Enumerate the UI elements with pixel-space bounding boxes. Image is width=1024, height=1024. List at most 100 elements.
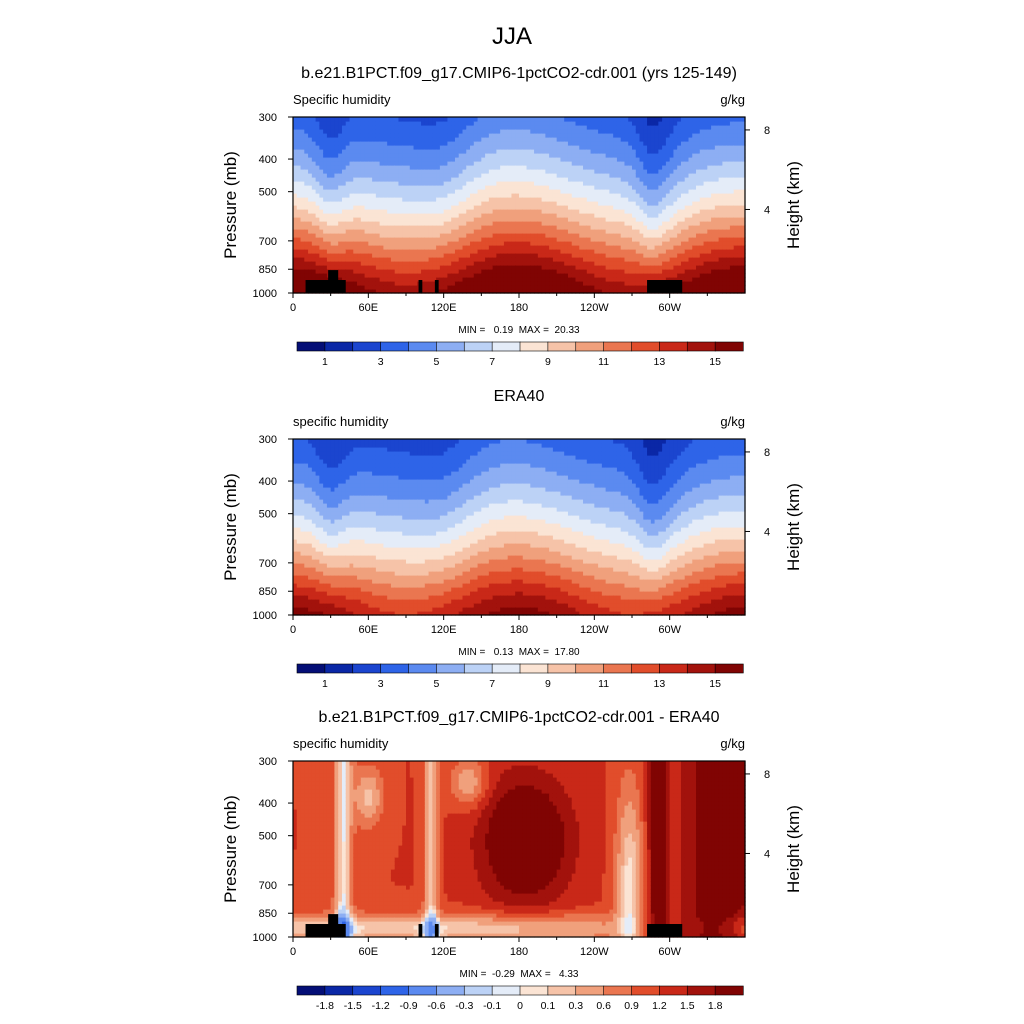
contour-cell [613,237,618,242]
contour-cell [534,201,539,206]
contour-cell [323,261,328,266]
contour-cell [647,153,652,158]
contour-cell [330,129,336,134]
contour-cell [428,137,433,142]
contour-cell [357,217,362,222]
contour-cell [564,289,569,294]
contour-cell [451,265,456,270]
contour-cell [526,209,531,214]
contour-cell [526,169,531,174]
contour-cell [323,153,328,158]
contour-cell [673,241,678,246]
contour-cell [658,225,663,230]
contour-cell [639,221,644,226]
contour-cell [507,165,513,170]
contour-cell [530,177,535,182]
contour-cell [639,177,644,182]
contour-cell [383,117,388,122]
contour-cell [402,129,407,134]
contour-cell [375,217,381,222]
contour-cell [541,269,546,274]
contour-cell [522,205,528,210]
contour-cell [624,269,629,274]
contour-cell [511,145,516,150]
contour-cell [703,117,708,122]
contour-cell [556,217,562,222]
contour-cell [308,161,313,166]
contour-cell [402,117,407,122]
contour-cell [488,177,494,182]
contour-cell [372,285,377,290]
contour-cell [714,285,720,290]
contour-cell [357,257,362,262]
contour-cell [315,265,320,270]
contour-cell [315,277,320,282]
contour-cell [458,133,464,138]
contour-cell [692,237,697,242]
contour-cell [647,205,652,210]
contour-cell [552,241,558,246]
contour-cell [537,285,543,290]
contour-cell [579,197,584,202]
contour-cell [421,117,426,122]
contour-cell [507,229,513,234]
contour-cell [613,197,618,202]
contour-cell [326,185,332,190]
contour-cell [650,149,656,154]
contour-cell [334,225,339,230]
contour-cell [503,221,509,226]
contour-cell [323,125,328,130]
contour-cell [503,129,509,134]
contour-cell [590,205,595,210]
contour-cell [624,125,629,130]
contour-cell [688,241,693,246]
contour-cell [406,117,411,122]
contour-cell [628,169,633,174]
contour-cell [375,129,381,134]
contour-cell [368,285,373,290]
contour-cell [594,157,599,162]
contour-cell [424,205,430,210]
contour-cell [530,217,535,222]
contour-cell [451,161,456,166]
contour-cell [567,277,573,282]
contour-cell [477,129,482,134]
contour-cell [409,225,415,230]
contour-cell [409,229,415,234]
contour-cell [462,137,467,142]
contour-cell [492,261,497,266]
contour-cell [519,245,524,250]
contour-cell [688,205,693,210]
contour-cell [556,189,562,194]
contour-cell [598,117,603,122]
contour-cell [398,117,403,122]
contour-cell [458,189,464,194]
contour-cell [541,241,546,246]
contour-cell [443,161,449,166]
contour-cell [575,277,580,282]
contour-cell [515,125,520,130]
contour-cell [428,125,433,130]
contour-cell [341,205,347,210]
contour-cell [443,225,449,230]
contour-cell [492,209,497,214]
contour-cell [300,265,305,270]
contour-cell [692,121,697,126]
contour-cell [703,241,708,246]
contour-cell [677,273,682,278]
contour-cell [541,133,546,138]
contour-cell [658,253,663,258]
contour-cell [632,217,637,222]
contour-cell [394,141,400,146]
contour-cell [620,245,626,250]
contour-cell [390,213,396,218]
contour-cell [296,229,302,234]
contour-cell [409,161,415,166]
contour-cell [304,145,309,150]
contour-cell [330,133,336,138]
contour-cell [421,285,426,290]
contour-cell [341,125,347,130]
contour-cell [699,141,705,146]
contour-cell [454,201,460,206]
contour-cell [586,257,592,262]
